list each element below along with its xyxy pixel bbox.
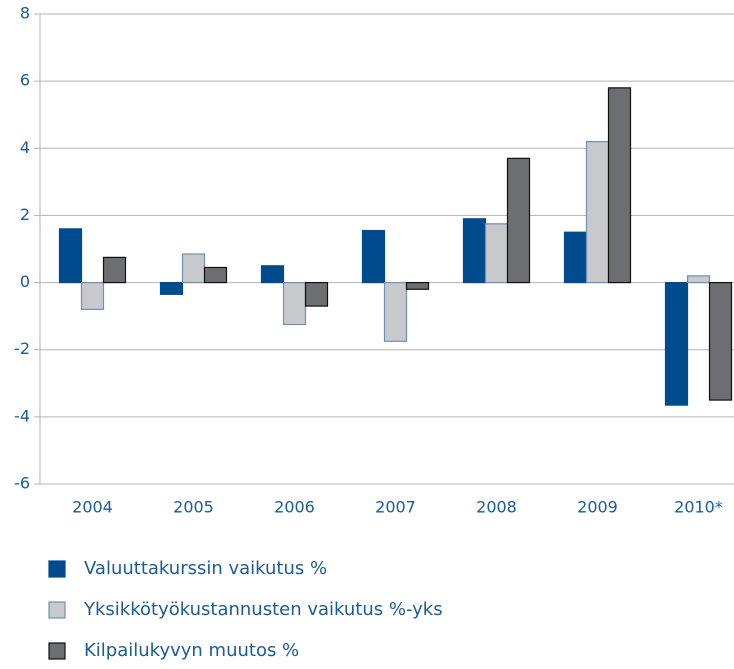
y-tick-label: 6 (20, 71, 30, 90)
bar (58, 228, 83, 284)
bar (260, 265, 285, 284)
bar (80, 281, 105, 311)
legend: Valuuttakurssin vaikutus % Yksikkötyökust… (48, 558, 443, 661)
y-tick-label: 0 (20, 272, 30, 291)
y-tick-label: 8 (20, 4, 30, 23)
legend-swatch (48, 560, 66, 578)
bar (203, 266, 228, 284)
bar (585, 140, 610, 284)
y-tick-label: -2 (14, 339, 30, 358)
bar (405, 281, 430, 290)
x-tick-label: 2007 (375, 498, 416, 517)
bar (664, 281, 689, 406)
bar (361, 229, 386, 284)
legend-swatch (48, 642, 66, 660)
legend-swatch (48, 601, 66, 619)
y-tick-label: -6 (14, 474, 30, 493)
x-tick-label: 2009 (577, 498, 618, 517)
bar (282, 281, 307, 326)
bar (708, 281, 733, 401)
bar (484, 223, 509, 284)
bar (304, 281, 329, 307)
bar (159, 281, 184, 295)
legend-label: Yksikkötyökustannusten vaikutus %-yks (83, 599, 443, 620)
x-tick-label: 2005 (173, 498, 214, 517)
bar (686, 275, 711, 284)
bar (506, 157, 531, 284)
y-tick-label: -4 (14, 406, 30, 425)
x-tick-label: 2004 (72, 498, 113, 517)
bar (607, 87, 632, 284)
legend-label: Kilpailukyvyn muutos % (84, 640, 299, 661)
legend-label: Valuuttakurssin vaikutus % (84, 558, 327, 579)
bar (181, 253, 206, 284)
y-tick-label: 4 (20, 138, 30, 157)
y-tick-label: 2 (20, 205, 30, 224)
bar (383, 281, 408, 342)
bar (102, 256, 127, 284)
bar (462, 218, 487, 284)
x-tick-label: 2008 (476, 498, 517, 517)
x-tick-label: 2006 (274, 498, 315, 517)
x-tick-label: 2010* (674, 498, 723, 517)
bar (563, 231, 588, 284)
